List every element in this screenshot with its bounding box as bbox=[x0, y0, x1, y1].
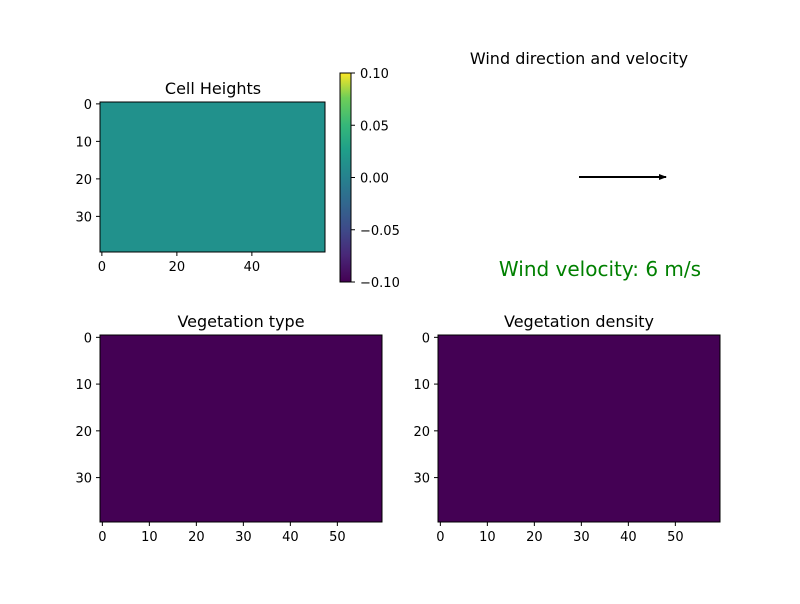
colorbar bbox=[339, 72, 352, 283]
vegetation-type-ytick-label: 20 bbox=[75, 425, 92, 440]
vegetation-density-xtick-label: 20 bbox=[526, 530, 543, 545]
vegetation-type-xtick-label: 40 bbox=[282, 530, 299, 545]
vegetation-type-axes: 0 10 20 30 40 50 0 10 20 30 bbox=[75, 331, 345, 545]
cell-heights-axes: 0 20 40 0 10 20 30 bbox=[75, 98, 260, 275]
vegetation-type-ytick-label: 0 bbox=[84, 331, 92, 346]
vegetation-density-axes: 0 10 20 30 40 50 0 10 20 30 bbox=[413, 331, 683, 545]
vegetation-density-xtick-label: 50 bbox=[667, 530, 684, 545]
vegetation-density-xtick-label: 40 bbox=[620, 530, 637, 545]
vegetation-type-xtick-label: 50 bbox=[329, 530, 346, 545]
vegetation-density-title: Vegetation density bbox=[504, 312, 654, 331]
colorbar-tick-label: 0.00 bbox=[360, 172, 389, 187]
vegetation-density-xtick-label: 10 bbox=[479, 530, 496, 545]
vegetation-type-xtick-label: 30 bbox=[235, 530, 252, 545]
vegetation-type-xtick-label: 0 bbox=[98, 530, 106, 545]
vegetation-type-ytick-label: 30 bbox=[75, 472, 92, 487]
vegetation-type-xtick-label: 10 bbox=[141, 530, 158, 545]
cell-heights-ytick-label: 30 bbox=[75, 210, 92, 225]
colorbar-ticks: 0.10 0.05 0.00 −0.05 −0.10 bbox=[351, 67, 400, 291]
cell-heights-heatmap bbox=[99, 101, 326, 253]
vegetation-density-heatmap bbox=[437, 334, 721, 523]
vegetation-density-xtick-label: 30 bbox=[573, 530, 590, 545]
vegetation-type-title: Vegetation type bbox=[177, 312, 304, 331]
vegetation-density-ytick-label: 0 bbox=[422, 331, 430, 346]
colorbar-tick-label: 0.05 bbox=[360, 119, 389, 134]
vegetation-type-panel: Vegetation type 0 10 20 30 40 50 0 10 20 30 bbox=[75, 312, 383, 545]
vegetation-type-ytick-label: 10 bbox=[75, 378, 92, 393]
colorbar-tick-label: −0.05 bbox=[360, 224, 400, 239]
vegetation-density-ytick-label: 20 bbox=[413, 425, 430, 440]
cell-heights-title: Cell Heights bbox=[165, 79, 261, 98]
colorbar-tick-label: −0.10 bbox=[360, 276, 400, 291]
wind-panel: Wind direction and velocity Wind velocit… bbox=[470, 49, 701, 281]
vegetation-type-heatmap bbox=[99, 334, 383, 523]
cell-heights-xtick-label: 40 bbox=[244, 260, 261, 275]
vegetation-density-ytick-label: 10 bbox=[413, 378, 430, 393]
colorbar-tick-label: 0.10 bbox=[360, 67, 389, 82]
wind-velocity-label: Wind velocity: 6 m/s bbox=[499, 257, 701, 281]
cell-heights-ytick-label: 10 bbox=[75, 135, 92, 150]
vegetation-type-xtick-label: 20 bbox=[188, 530, 205, 545]
cell-heights-xtick-label: 0 bbox=[98, 260, 106, 275]
cell-heights-ytick-label: 20 bbox=[75, 173, 92, 188]
vegetation-density-xtick-label: 0 bbox=[436, 530, 444, 545]
cell-heights-panel: Cell Heights 0 20 40 0 10 20 30 0.10 0.05 0.00 −0… bbox=[75, 67, 399, 291]
cell-heights-xtick-label: 20 bbox=[169, 260, 186, 275]
wind-title: Wind direction and velocity bbox=[470, 49, 688, 68]
cell-heights-ytick-label: 0 bbox=[84, 98, 92, 113]
vegetation-density-ytick-label: 30 bbox=[413, 472, 430, 487]
vegetation-density-panel: Vegetation density 0 10 20 30 40 50 0 10 20 30 bbox=[413, 312, 721, 545]
